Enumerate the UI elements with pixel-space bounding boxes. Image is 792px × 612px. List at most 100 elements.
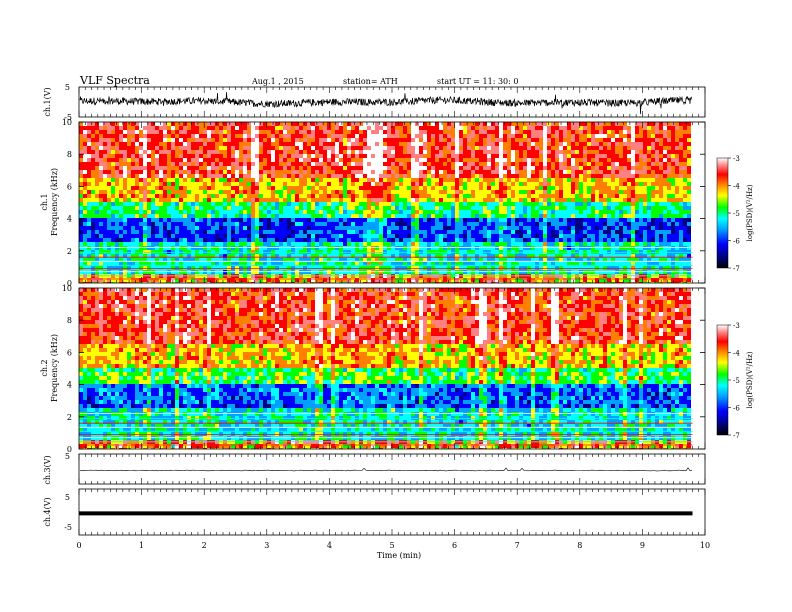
spectrogram-cell [435, 202, 439, 206]
spectrogram-cell [419, 134, 423, 138]
spectrogram-cell [431, 278, 435, 282]
spectrogram-cell [367, 238, 371, 242]
spectrogram-cell [271, 162, 275, 166]
spectrogram-cell [511, 262, 515, 266]
spectrogram-cell [355, 126, 359, 130]
spectrogram-cell [83, 162, 87, 166]
spectrogram-cell [335, 142, 339, 146]
spectrogram-cell [159, 150, 163, 154]
spectrogram-cell [523, 182, 527, 186]
spectrogram-cell [95, 178, 99, 182]
spectrogram-cell [243, 234, 247, 238]
spectrogram-cell [407, 282, 411, 283]
spectrogram-cell [271, 262, 275, 266]
spectrogram-cell [475, 178, 479, 182]
spectrogram-cell [387, 150, 391, 154]
spectrogram-cell [327, 234, 331, 238]
spectrogram-cell [119, 134, 123, 138]
spectrogram-cell [183, 126, 187, 130]
spectrogram-cell [263, 198, 267, 202]
spectrogram-cell [283, 146, 287, 150]
spectrogram-cell [395, 238, 399, 242]
spectrogram-cell [335, 278, 339, 282]
spectrogram-cell [467, 230, 471, 234]
spectrogram-cell [131, 206, 135, 210]
spectrogram-cell [359, 242, 363, 246]
spectrogram-cell [167, 138, 171, 142]
spectrogram-cell [507, 278, 511, 282]
spectrogram-cell [279, 234, 283, 238]
spectrogram-cell [415, 126, 419, 130]
spectrogram-cell [407, 234, 411, 238]
spectrogram-cell [367, 230, 371, 234]
spectrogram-cell [187, 126, 191, 130]
spectrogram-cell [371, 126, 375, 130]
spectrogram-cell [275, 190, 279, 194]
spectrogram-cell [547, 174, 551, 178]
spectrogram-cell [323, 210, 327, 214]
spectrogram-cell [255, 182, 259, 186]
spectrogram-cell [219, 206, 223, 210]
spectrogram-cell [291, 222, 295, 226]
spectrogram-cell [143, 166, 147, 170]
spectrogram-cell [263, 186, 267, 190]
spectrogram-cell [483, 186, 487, 190]
spectrogram-cell [347, 198, 351, 202]
spectrogram-cell [219, 214, 223, 218]
spectrogram-cell [167, 170, 171, 174]
spectrogram-cell [535, 218, 539, 222]
spectrogram-cell [539, 266, 543, 270]
spectrogram-cell [291, 278, 295, 282]
spectrogram-cell [315, 222, 319, 226]
spectrogram-cell [471, 174, 475, 178]
spectrogram-cell [247, 182, 251, 186]
spectrogram-cell [91, 210, 95, 214]
spectrogram-cell [127, 202, 131, 206]
spectrogram-cell [135, 134, 139, 138]
spectrogram-cell [271, 150, 275, 154]
spectrogram-cell [103, 186, 107, 190]
spectrogram-cell [271, 206, 275, 210]
spectrogram-cell [559, 134, 563, 138]
spectrogram-cell [267, 126, 271, 130]
spectrogram-cell [227, 154, 231, 158]
spectrogram-cell [207, 194, 211, 198]
spectrogram-cell [199, 218, 203, 222]
spectrogram-cell [299, 142, 303, 146]
spectrogram-cell [419, 242, 423, 246]
spectrogram-cell [179, 210, 183, 214]
spectrogram-cell [399, 162, 403, 166]
spectrogram-cell [95, 126, 99, 130]
spectrogram-cell [163, 262, 167, 266]
spectrogram-cell [355, 226, 359, 230]
spectrogram-cell [467, 254, 471, 258]
spectrogram-cell [151, 198, 155, 202]
spectrogram-cell [335, 242, 339, 246]
spectrogram-cell [175, 198, 179, 202]
spectrogram-cell [83, 266, 87, 270]
spectrogram-cell [79, 142, 83, 146]
spectrogram-cell [491, 254, 495, 258]
spectrogram-cell [487, 254, 491, 258]
spectrogram-cell [391, 238, 395, 242]
spectrogram-cell [319, 206, 323, 210]
spectrogram-cell [135, 170, 139, 174]
spectrogram-cell [519, 226, 523, 230]
spectrogram-cell [203, 138, 207, 142]
spectrogram-cell [471, 170, 475, 174]
spectrogram-cell [431, 262, 435, 266]
spectrogram-cell [415, 170, 419, 174]
spectrogram-cell [383, 202, 387, 206]
spectrogram-cell [371, 186, 375, 190]
spectrogram-cell [555, 174, 559, 178]
spectrogram-cell [303, 266, 307, 270]
spectrogram-cell [263, 166, 267, 170]
spectrogram-cell [211, 194, 215, 198]
spectrogram-cell [103, 194, 107, 198]
spectrogram-cell [391, 150, 395, 154]
spectrogram-cell [451, 146, 455, 150]
spectrogram-cell [543, 146, 547, 150]
spectrogram-cell [311, 122, 315, 126]
spectrogram-cell [447, 162, 451, 166]
spectrogram-cell [347, 182, 351, 186]
